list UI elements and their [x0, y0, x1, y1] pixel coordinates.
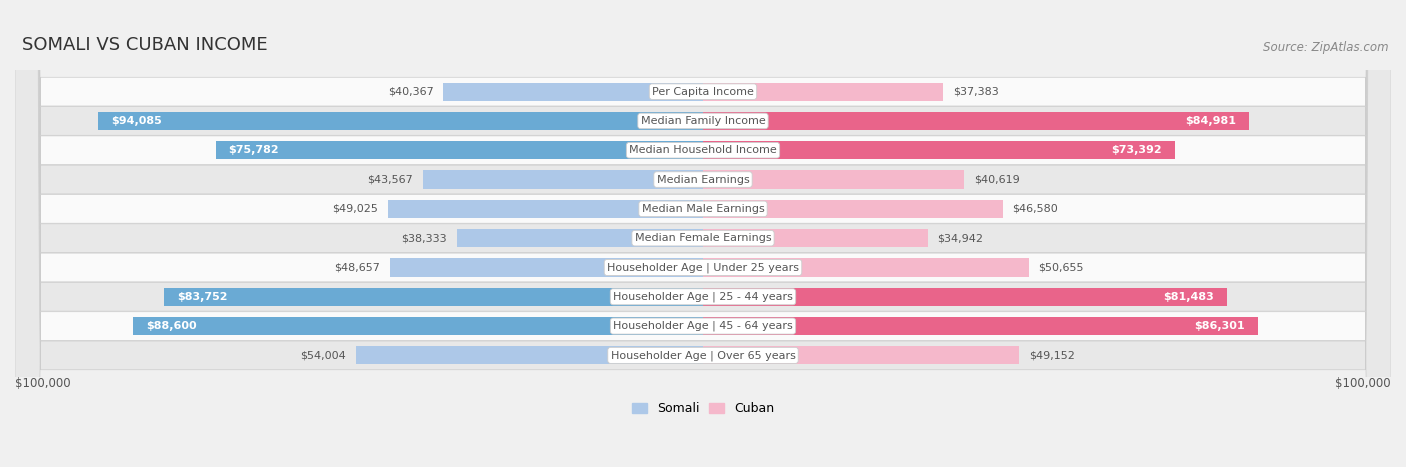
Text: $100,000: $100,000 — [1336, 377, 1391, 390]
Text: Median Household Income: Median Household Income — [628, 145, 778, 155]
Text: Median Female Earnings: Median Female Earnings — [634, 233, 772, 243]
Bar — [703, 170, 965, 189]
Bar — [703, 141, 1175, 159]
Text: $54,004: $54,004 — [301, 350, 346, 361]
Bar — [423, 170, 703, 189]
Text: Per Capita Income: Per Capita Income — [652, 87, 754, 97]
Bar — [388, 200, 703, 218]
Bar — [703, 229, 928, 247]
Text: $38,333: $38,333 — [401, 233, 447, 243]
Text: Householder Age | Over 65 years: Householder Age | Over 65 years — [610, 350, 796, 361]
Bar — [215, 141, 703, 159]
Text: $48,657: $48,657 — [335, 262, 381, 272]
Text: $81,483: $81,483 — [1163, 292, 1213, 302]
FancyBboxPatch shape — [15, 0, 1391, 467]
Bar — [703, 288, 1227, 306]
Text: $75,782: $75,782 — [229, 145, 280, 155]
Text: $94,085: $94,085 — [111, 116, 162, 126]
FancyBboxPatch shape — [15, 0, 1391, 467]
Bar — [703, 258, 1029, 276]
Text: Median Family Income: Median Family Income — [641, 116, 765, 126]
Bar — [703, 347, 1019, 364]
Text: SOMALI VS CUBAN INCOME: SOMALI VS CUBAN INCOME — [22, 36, 267, 54]
Text: $88,600: $88,600 — [146, 321, 197, 331]
FancyBboxPatch shape — [15, 0, 1391, 467]
Text: Householder Age | Under 25 years: Householder Age | Under 25 years — [607, 262, 799, 273]
Text: Median Earnings: Median Earnings — [657, 175, 749, 184]
Text: Householder Age | 25 - 44 years: Householder Age | 25 - 44 years — [613, 291, 793, 302]
Text: $86,301: $86,301 — [1195, 321, 1246, 331]
Text: $46,580: $46,580 — [1012, 204, 1057, 214]
Legend: Somali, Cuban: Somali, Cuban — [627, 397, 779, 420]
Text: $34,942: $34,942 — [938, 233, 983, 243]
Text: $40,367: $40,367 — [388, 87, 434, 97]
Bar — [165, 288, 703, 306]
FancyBboxPatch shape — [15, 0, 1391, 467]
FancyBboxPatch shape — [15, 0, 1391, 467]
FancyBboxPatch shape — [15, 0, 1391, 467]
Text: $40,619: $40,619 — [974, 175, 1019, 184]
Text: $100,000: $100,000 — [15, 377, 70, 390]
Text: Source: ZipAtlas.com: Source: ZipAtlas.com — [1263, 41, 1388, 54]
Bar — [356, 347, 703, 364]
Bar — [443, 83, 703, 101]
Bar — [389, 258, 703, 276]
FancyBboxPatch shape — [15, 0, 1391, 467]
Text: $84,981: $84,981 — [1185, 116, 1236, 126]
Text: Median Male Earnings: Median Male Earnings — [641, 204, 765, 214]
Bar — [98, 112, 703, 130]
Bar — [703, 112, 1250, 130]
Text: $83,752: $83,752 — [177, 292, 228, 302]
FancyBboxPatch shape — [15, 0, 1391, 467]
Text: $49,152: $49,152 — [1029, 350, 1074, 361]
Bar — [457, 229, 703, 247]
Bar — [703, 200, 1002, 218]
Bar — [703, 83, 943, 101]
Text: $43,567: $43,567 — [367, 175, 413, 184]
Bar — [134, 317, 703, 335]
Text: $73,392: $73,392 — [1111, 145, 1161, 155]
Text: $49,025: $49,025 — [332, 204, 378, 214]
Bar — [703, 317, 1258, 335]
Text: $37,383: $37,383 — [953, 87, 998, 97]
Text: $50,655: $50,655 — [1039, 262, 1084, 272]
FancyBboxPatch shape — [15, 0, 1391, 467]
FancyBboxPatch shape — [15, 0, 1391, 467]
Text: Householder Age | 45 - 64 years: Householder Age | 45 - 64 years — [613, 321, 793, 331]
